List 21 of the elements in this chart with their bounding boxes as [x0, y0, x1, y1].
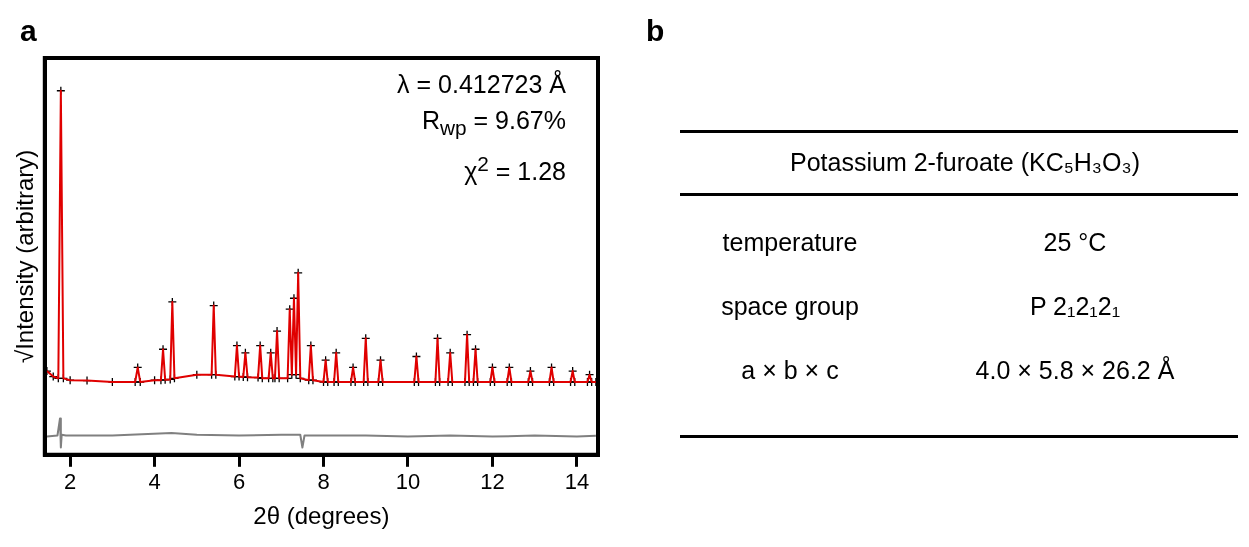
x-tick-label: 10 — [395, 469, 421, 495]
chart-title: a — [20, 14, 37, 48]
x-tick-label: 2 — [64, 469, 77, 495]
text: a × b × c — [740, 356, 840, 385]
text: space group — [720, 292, 860, 321]
y-axis-title: √Intensity (arbitrary) — [11, 149, 39, 364]
x-tick-label: 14 — [564, 469, 590, 495]
annotation: χ$^{2}$ = 1.28 — [463, 151, 566, 188]
x-axis-title: 2θ (degrees) — [253, 502, 390, 530]
annotation: λ = 0.412723 Å — [397, 69, 566, 100]
text: 25 °C — [1042, 228, 1108, 257]
x-tick-label: 12 — [480, 469, 505, 495]
text: temperature — [721, 228, 859, 257]
x-tick-label: 6 — [232, 469, 246, 495]
text: P 2₁2₁2₁ — [1028, 292, 1122, 321]
text: Potassium 2-furoate (KC₅H₃O₃) — [789, 148, 1141, 177]
annotation: R$_{wp}$ = 9.67% — [420, 105, 566, 141]
text: b — [646, 14, 665, 48]
x-tick-label: 8 — [317, 469, 330, 495]
text: 4.0 × 5.8 × 26.2 Å — [974, 356, 1176, 385]
x-tick-label: 4 — [148, 469, 161, 495]
